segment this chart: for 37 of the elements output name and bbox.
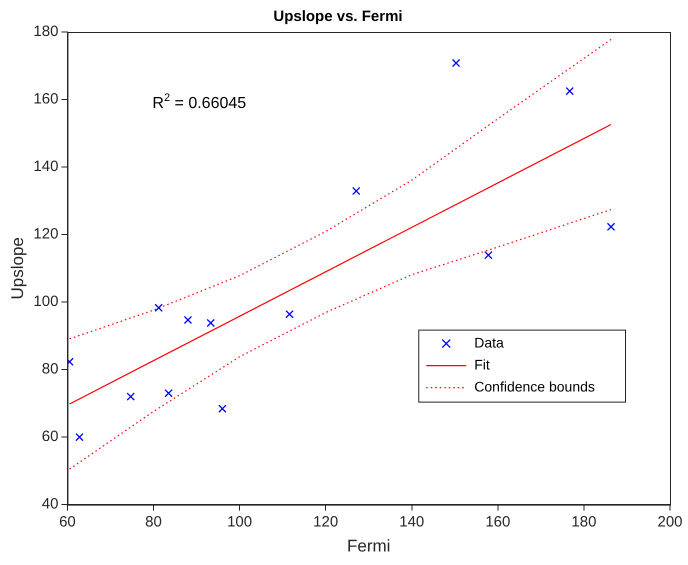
legend-label: Fit xyxy=(474,356,490,372)
point xyxy=(285,310,294,318)
y-tick-label: 120 xyxy=(33,226,58,243)
y-tick-label: 40 xyxy=(42,496,58,513)
point xyxy=(606,222,616,231)
x-tick-label: 180 xyxy=(571,514,596,531)
legend-label: Data xyxy=(474,334,504,350)
chart-title: Upslope vs. Fermi xyxy=(273,8,403,26)
point xyxy=(452,58,460,68)
point xyxy=(126,392,135,401)
line-series xyxy=(68,208,612,470)
y-tick-label: 100 xyxy=(33,293,58,310)
point xyxy=(184,316,192,324)
y-tick-label: 180 xyxy=(33,23,58,40)
x-tick-label: 100 xyxy=(227,514,252,531)
point xyxy=(484,250,493,260)
y-tick-label: 80 xyxy=(42,360,58,378)
x-axis-title: Fermi xyxy=(346,536,390,556)
point xyxy=(154,304,163,312)
line-series xyxy=(68,38,612,340)
y-tick-label: 160 xyxy=(33,90,58,108)
y-axis-title: Upslope xyxy=(8,237,27,300)
y-tick-label: 140 xyxy=(33,158,58,176)
x-tick-label: 160 xyxy=(485,514,510,531)
point xyxy=(206,318,215,328)
point xyxy=(75,432,84,442)
y-tick-label: 60 xyxy=(42,428,58,446)
x-tick-label: 60 xyxy=(59,514,76,531)
x-tick-label: 120 xyxy=(313,514,338,531)
x-tick-label: 200 xyxy=(657,514,683,531)
x-tick-label: 80 xyxy=(145,514,162,531)
point xyxy=(164,389,173,398)
point xyxy=(566,86,574,96)
x-tick-label: 140 xyxy=(399,514,424,531)
point xyxy=(218,404,227,413)
legend-label: Confidence bounds xyxy=(474,378,595,394)
point xyxy=(352,186,360,196)
